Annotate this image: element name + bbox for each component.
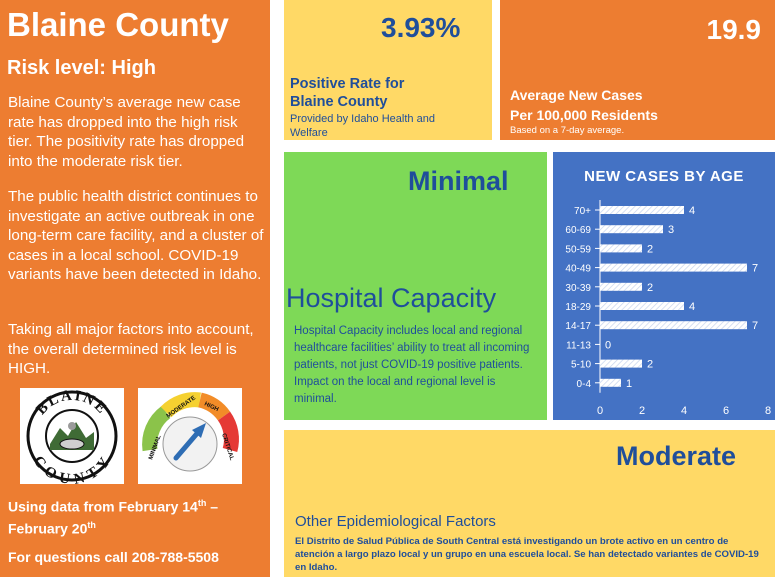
- county-title: Blaine County: [7, 6, 229, 43]
- chart-category-label: 30-39: [565, 283, 591, 294]
- average-cases-value: 19.9: [706, 14, 762, 45]
- risk-level: Risk level: High: [7, 57, 156, 79]
- chart-category-label: 60-69: [565, 225, 591, 236]
- chart-data-label: 2: [647, 359, 653, 371]
- date-start-text: Using data from February 14: [8, 498, 198, 515]
- average-cases-label-line2: Per 100,000 Residents: [510, 107, 658, 123]
- positive-rate-value: 3.93%: [381, 12, 461, 43]
- chart-bar: [600, 225, 663, 234]
- chart-x-tick-label: 2: [639, 405, 645, 417]
- positive-rate-label-line2: Blaine County: [290, 94, 388, 110]
- chart-category-label: 11-13: [566, 340, 591, 351]
- chart-bar: [600, 302, 684, 310]
- chart-category-label: 50-59: [565, 244, 591, 255]
- chart-bar: [600, 244, 642, 253]
- chart-bar: [600, 321, 747, 330]
- other-factors-status: Moderate: [616, 441, 737, 471]
- positive-rate-source-line2: Welfare: [290, 127, 328, 139]
- chart-svg: 70+ 4 60-69 3 50-59 2 40-49 7 30-39 2 18-29 4 14-17 7…: [565, 200, 771, 417]
- positive-rate-source-line1: Provided by Idaho Health and: [290, 113, 435, 125]
- chart-data-label: 4: [689, 205, 695, 217]
- chart-category-label: 14-17: [565, 321, 591, 332]
- positive-rate-panel: 3.93% Positive Rate for Blaine County Pr…: [284, 0, 492, 140]
- average-cases-label-line1: Average New Cases: [510, 87, 643, 103]
- summary-paragraph-3: Taking all major factors into account, t…: [8, 321, 254, 377]
- chart-data-label: 2: [647, 243, 653, 255]
- chart-data-label: 1: [626, 378, 632, 390]
- hospital-heading: Hospital Capacity: [286, 283, 497, 313]
- chart-title: NEW CASES BY AGE: [584, 168, 744, 185]
- positive-rate-source: Provided by Idaho Health and Welfare: [290, 112, 435, 140]
- date-end-text: February 20: [8, 520, 88, 537]
- average-cases-panel: 19.9 Average New Cases Per 100,000 Resid…: [500, 0, 775, 140]
- chart-bar: [600, 263, 747, 272]
- chart-x-tick-label: 0: [597, 405, 603, 417]
- chart-data-label: 0: [605, 339, 611, 351]
- other-factors-heading: Other Epidemiological Factors: [295, 513, 496, 530]
- chart-category-label: 70+: [574, 206, 591, 217]
- chart-category-label: 18-29: [565, 302, 591, 313]
- county-seal-logo: BLAINE COUNTY: [20, 388, 124, 488]
- contact-phone: For questions call 208-788-5508: [8, 549, 219, 565]
- chart-data-label: 2: [647, 282, 653, 294]
- gauge-label-high: HIGH: [203, 401, 219, 413]
- date-start-sup: th: [197, 498, 207, 508]
- hospital-description: Hospital Capacity includes local and reg…: [294, 325, 530, 405]
- chart-bar: [600, 359, 642, 368]
- date-end-sup: th: [87, 519, 96, 530]
- summary-paragraph-1: Blaine County’s average new case rate ha…: [8, 94, 245, 170]
- chart-bar: [600, 282, 642, 291]
- chart-category-label: 0-4: [577, 379, 592, 390]
- chart-data-label: 3: [668, 224, 674, 236]
- hospital-capacity-panel: Minimal Hospital Capacity Hospital Capac…: [284, 152, 547, 420]
- chart-x-tick-label: 8: [765, 405, 771, 417]
- chart-category-label: 40-49: [565, 264, 591, 275]
- average-cases-note: Based on a 7-day average.: [510, 125, 625, 136]
- risk-gauge-logo: MINIMAL MODERATE HIGH CRITICAL: [138, 388, 242, 484]
- chart-x-tick-label: 6: [723, 405, 729, 417]
- summary-paragraph-2: The public health district continues to …: [8, 188, 264, 283]
- date-dash: –: [206, 498, 219, 515]
- cases-by-age-chart: NEW CASES BY AGE 70+ 4 60-69 3 50-59 2 40-49 7 3…: [553, 152, 775, 420]
- left-info-panel: Blaine County Risk level: High Blaine Co…: [0, 0, 270, 577]
- chart-data-label: 4: [689, 301, 695, 313]
- hospital-status: Minimal: [408, 166, 509, 196]
- chart-data-label: 7: [752, 320, 758, 332]
- chart-data-label: 7: [752, 263, 758, 275]
- other-factors-description: El Distrito de Salud Pública de South Ce…: [295, 536, 759, 573]
- average-cases-label: Average New Cases Per 100,000 Residents: [510, 85, 658, 125]
- positive-rate-label-line1: Positive Rate for: [290, 76, 405, 92]
- chart-x-tick-label: 4: [681, 405, 687, 417]
- chart-category-label: 5-10: [571, 360, 591, 371]
- date-range: Using data from February 14th – February…: [8, 494, 218, 537]
- other-factors-panel: Moderate Other Epidemiological Factors E…: [284, 430, 775, 577]
- chart-bar: [600, 206, 684, 214]
- chart-bar: [600, 378, 621, 387]
- positive-rate-label: Positive Rate for Blaine County: [290, 75, 404, 111]
